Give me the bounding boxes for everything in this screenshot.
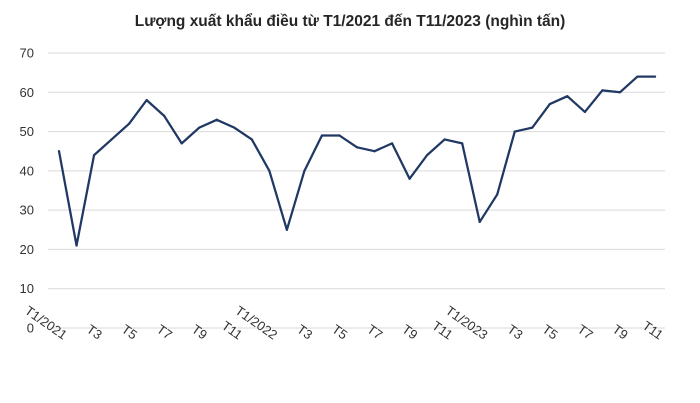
x-tick-label: T11 bbox=[640, 318, 666, 343]
data-point bbox=[57, 150, 61, 153]
data-point bbox=[461, 142, 464, 145]
x-tick-label: T5 bbox=[119, 321, 140, 342]
data-point bbox=[408, 177, 411, 180]
data-point bbox=[75, 244, 78, 247]
series-line bbox=[57, 75, 657, 247]
chart-title: Lượng xuất khẩu điều từ T1/2021 đến T11/… bbox=[135, 13, 566, 30]
data-point bbox=[198, 126, 201, 129]
x-tick-label: T11 bbox=[429, 318, 455, 343]
data-point bbox=[548, 102, 551, 106]
data-point bbox=[373, 150, 376, 153]
data-point bbox=[531, 126, 534, 129]
y-tick-label: 40 bbox=[20, 163, 34, 178]
data-point bbox=[338, 134, 341, 137]
x-tick-label: T9 bbox=[189, 321, 210, 342]
y-tick-label: 0 bbox=[27, 321, 34, 336]
x-tick-label: T5 bbox=[329, 321, 350, 342]
data-point bbox=[601, 89, 604, 92]
data-point bbox=[426, 154, 429, 157]
y-tick-label: 20 bbox=[20, 242, 34, 257]
data-point bbox=[92, 154, 96, 157]
data-point bbox=[145, 99, 148, 102]
y-tick-label: 50 bbox=[20, 124, 34, 139]
data-point bbox=[653, 75, 657, 78]
x-tick-label: T7 bbox=[364, 321, 385, 342]
series-layer bbox=[57, 75, 657, 247]
data-point bbox=[618, 91, 622, 94]
data-point bbox=[355, 146, 359, 149]
x-tick-label: T5 bbox=[540, 321, 561, 342]
data-point bbox=[496, 193, 499, 196]
data-point bbox=[566, 95, 569, 98]
data-point bbox=[233, 126, 236, 129]
data-point bbox=[320, 134, 324, 137]
data-point bbox=[443, 138, 446, 141]
y-tick-label: 30 bbox=[20, 203, 34, 218]
x-tick-label: T7 bbox=[154, 321, 175, 342]
y-tick-label: 60 bbox=[20, 85, 34, 100]
x-tick-label: T3 bbox=[84, 321, 105, 342]
data-point bbox=[636, 75, 639, 78]
data-point bbox=[285, 228, 288, 231]
data-point bbox=[128, 122, 131, 125]
y-tick-label: 70 bbox=[20, 46, 34, 61]
data-point bbox=[250, 138, 253, 141]
data-point bbox=[478, 220, 481, 224]
x-tick-label: T11 bbox=[219, 318, 245, 343]
data-point bbox=[513, 130, 516, 133]
y-axis-ticks: 0 10 20 30 40 50 60 70 bbox=[20, 46, 34, 336]
data-point bbox=[110, 138, 113, 141]
y-tick-label: 10 bbox=[20, 281, 34, 296]
gridlines bbox=[48, 52, 665, 329]
x-tick-label: T3 bbox=[294, 321, 315, 342]
data-point bbox=[583, 110, 586, 114]
data-point bbox=[268, 169, 271, 172]
x-tick-label: T9 bbox=[399, 321, 420, 342]
data-point bbox=[303, 169, 306, 172]
data-point bbox=[180, 142, 183, 145]
x-tick-label: T9 bbox=[610, 321, 631, 342]
data-point bbox=[390, 142, 394, 145]
x-tick-label: T7 bbox=[575, 321, 596, 342]
data-point bbox=[163, 114, 166, 117]
x-tick-label: T3 bbox=[505, 321, 526, 342]
data-point bbox=[215, 118, 218, 121]
